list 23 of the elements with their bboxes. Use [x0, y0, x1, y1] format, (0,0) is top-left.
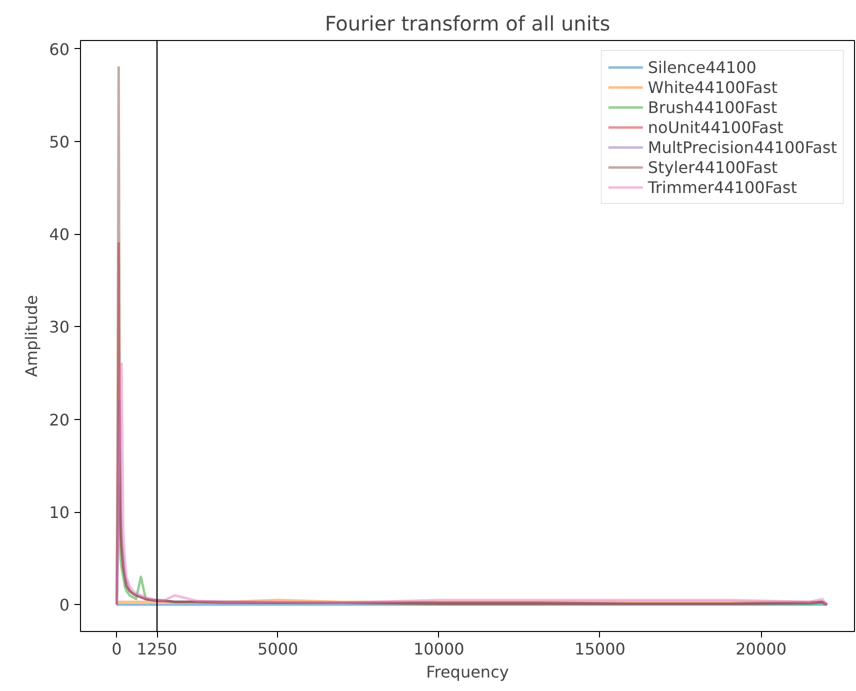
y-tick-label: 50 [49, 132, 70, 152]
x-tick-label: 20000 [736, 640, 787, 658]
y-tick-label: 0 [59, 596, 70, 615]
x-tick-label: 0 [112, 640, 122, 658]
legend-label: MultPrecision44100Fast [648, 138, 837, 156]
legend-label: Brush44100Fast [648, 98, 778, 116]
legend-label: Trimmer44100Fast [648, 178, 797, 196]
legend-label: Silence44100 [648, 58, 756, 76]
legend-label: White44100Fast [648, 78, 778, 96]
x-axis-title: Frequency [426, 662, 509, 682]
x-tick-label: 5000 [257, 640, 298, 658]
x-tick-label: 15000 [574, 640, 626, 658]
x-tick-label: 1250 [136, 640, 178, 658]
y-tick-label: 20 [49, 410, 70, 430]
y-tick-label: 30 [49, 318, 70, 337]
y-axis-title: Amplitude [22, 294, 42, 377]
legend-label: Styler44100Fast [648, 158, 778, 176]
chart-title: Fourier transform of all units [324, 12, 610, 36]
y-tick-label: 40 [49, 225, 70, 244]
x-tick-label: 10000 [413, 640, 464, 658]
y-tick-label: 10 [49, 503, 70, 522]
legend-label: noUnit44100Fast [648, 118, 784, 136]
y-tick-label: 60 [49, 40, 70, 59]
